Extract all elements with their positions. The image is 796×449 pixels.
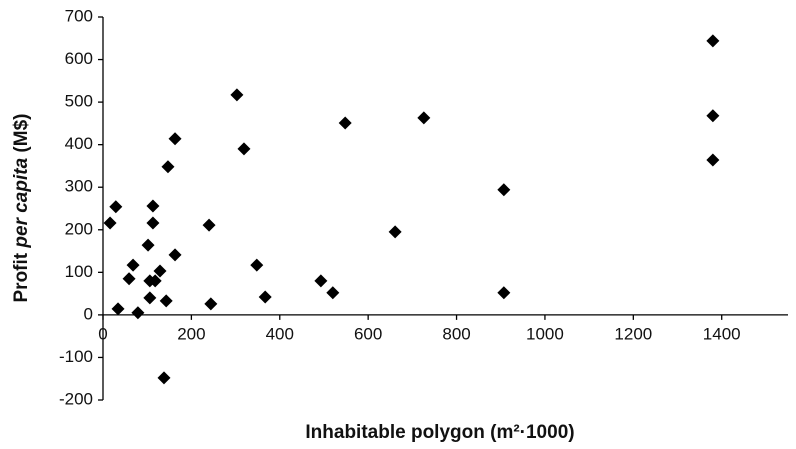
x-axis-label: Inhabitable polygon (m²·1000) (305, 422, 574, 443)
x-tick-label: 1400 (703, 324, 741, 343)
point (706, 34, 720, 48)
point (497, 183, 511, 197)
x-tick-label: 0 (98, 324, 107, 343)
point (388, 225, 402, 239)
point (109, 200, 123, 214)
y-tick-label: 500 (65, 92, 93, 111)
x-tick-label: 400 (266, 324, 294, 343)
x-tick-label: 1200 (614, 324, 652, 343)
y-label-part: per capita (11, 157, 32, 248)
point (258, 290, 272, 304)
point (168, 248, 182, 262)
point (153, 264, 167, 278)
y-tick-label: 300 (65, 177, 93, 196)
point (314, 274, 328, 288)
point (326, 286, 340, 300)
point (148, 274, 162, 288)
point (237, 142, 251, 156)
point (157, 371, 171, 385)
point (141, 238, 155, 252)
point (126, 258, 140, 272)
point (111, 302, 125, 316)
point (103, 216, 117, 230)
point (159, 294, 173, 308)
point (122, 272, 136, 286)
y-tick-label: 400 (65, 134, 93, 153)
point (706, 109, 720, 123)
point (146, 199, 160, 213)
point (131, 306, 145, 320)
y-axis-label: Profit per capita (M$) (11, 114, 32, 303)
y-tick-label: 0 (84, 304, 93, 323)
y-tick-label: -200 (59, 389, 93, 408)
y-label-part: Profit (11, 252, 32, 302)
y-tick-label: -100 (59, 347, 93, 366)
x-tick-label: 600 (354, 324, 382, 343)
point (204, 297, 218, 311)
point (168, 132, 182, 146)
point (706, 153, 720, 167)
point (146, 216, 160, 230)
x-tick-label: 800 (442, 324, 470, 343)
y-tick-label: 100 (65, 262, 93, 281)
y-tick-label: 600 (65, 49, 93, 68)
point (143, 291, 157, 305)
x-tick-label: 1000 (526, 324, 564, 343)
y-label-part: (M$) (11, 114, 32, 153)
y-tick-label: 200 (65, 219, 93, 238)
point (161, 160, 175, 174)
point (417, 111, 431, 125)
x-tick-label: 200 (177, 324, 205, 343)
point (497, 286, 511, 300)
point (338, 116, 352, 130)
point (202, 218, 216, 232)
point (250, 258, 264, 272)
point (230, 88, 244, 102)
y-tick-label: 700 (65, 6, 93, 25)
